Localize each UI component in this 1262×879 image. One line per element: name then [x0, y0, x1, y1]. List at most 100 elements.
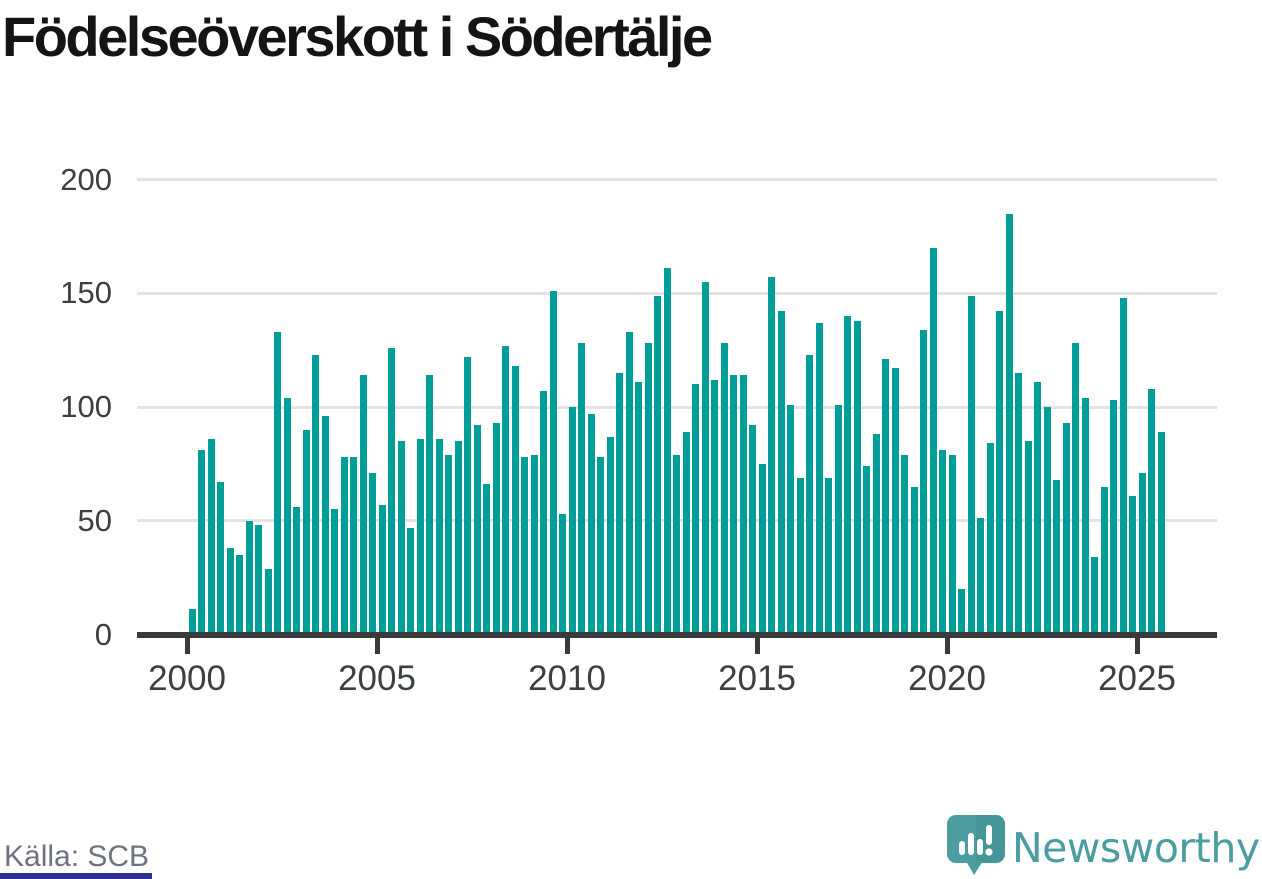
- x-axis-line: [137, 631, 1217, 638]
- bar: [939, 450, 946, 637]
- bar: [473, 425, 481, 637]
- bar: [369, 472, 376, 637]
- bar: [397, 441, 405, 637]
- bar: [255, 525, 262, 637]
- bar: [464, 356, 471, 637]
- bar: [350, 457, 357, 637]
- bar: [578, 343, 585, 637]
- bar: [597, 457, 604, 637]
- bar: [1148, 388, 1155, 637]
- bar: [331, 509, 338, 637]
- bar: [587, 413, 595, 637]
- bar: [1129, 495, 1136, 637]
- bar: [1062, 422, 1070, 637]
- bar: [207, 438, 215, 637]
- bar: [1157, 432, 1165, 637]
- x-axis-tick-label: 2020: [908, 659, 986, 698]
- bar: [312, 354, 319, 637]
- bar: [863, 466, 870, 637]
- bar: [787, 404, 794, 637]
- y-axis-tick-label: 100: [60, 389, 112, 424]
- bar: [568, 407, 576, 637]
- bar: [730, 375, 737, 637]
- x-axis-tick: [944, 637, 950, 654]
- bar: [1053, 479, 1060, 637]
- x-axis-tick: [1134, 637, 1140, 654]
- chart-title: Födelseöverskott i Södertälje: [2, 5, 713, 68]
- bar: [796, 477, 804, 637]
- newsworthy-logo: Newsworthy: [946, 814, 1262, 876]
- bar: [407, 527, 414, 637]
- bar: [635, 381, 642, 637]
- bar: [426, 375, 433, 637]
- bar: [739, 375, 747, 637]
- bar: [758, 463, 766, 637]
- bar: [511, 366, 519, 637]
- bar: [654, 295, 661, 637]
- bar: [549, 290, 557, 637]
- bar: [293, 507, 300, 637]
- bar: [540, 391, 547, 637]
- bar: [853, 320, 861, 637]
- bar: [340, 457, 348, 637]
- bar: [1119, 297, 1127, 637]
- bar: [188, 609, 196, 637]
- bar: [777, 311, 785, 637]
- x-axis-tick-label: 2000: [148, 659, 226, 698]
- bar: [834, 404, 842, 637]
- y-axis-tick-label: 200: [60, 161, 112, 197]
- bar: [236, 554, 243, 637]
- bar: [986, 443, 994, 637]
- bar: [1072, 343, 1079, 637]
- bar: [1024, 441, 1032, 637]
- bar: [825, 477, 832, 637]
- bar: [749, 425, 756, 637]
- bar: [872, 434, 880, 637]
- bar: [882, 359, 889, 637]
- bar: [901, 454, 908, 637]
- bar: [1091, 557, 1098, 637]
- bar: [682, 432, 690, 637]
- bar: [1015, 372, 1022, 637]
- bar: [416, 438, 424, 637]
- bar: [378, 504, 386, 637]
- bar: [967, 295, 975, 637]
- gridline: [137, 291, 1217, 295]
- bar: [283, 397, 291, 637]
- bar: [1100, 486, 1108, 637]
- bar: [359, 375, 367, 637]
- x-axis-tick: [184, 637, 190, 654]
- bar: [806, 354, 813, 637]
- bar: [644, 343, 652, 637]
- bar: [977, 518, 984, 637]
- bar: [920, 329, 927, 637]
- newsworthy-wordmark: Newsworthy: [1012, 824, 1260, 872]
- y-axis-tick-label: 0: [94, 616, 112, 652]
- bar: [1043, 407, 1051, 637]
- bar: [663, 268, 671, 637]
- bar: [891, 368, 899, 637]
- x-axis-tick-label: 2010: [528, 659, 606, 698]
- bar: [264, 568, 272, 637]
- bar: [996, 311, 1003, 637]
- bar: [226, 548, 234, 637]
- bar: [1005, 213, 1013, 637]
- gridline: [137, 405, 1217, 409]
- x-axis-tick: [374, 637, 380, 654]
- source-note: Källa: SCB: [4, 840, 150, 873]
- bar: [388, 347, 395, 637]
- bar: [711, 379, 718, 637]
- bar: [625, 331, 633, 637]
- footer-accent-bar: [0, 873, 152, 879]
- gridline: [137, 178, 1217, 181]
- bar: [502, 345, 509, 637]
- bar: [530, 454, 538, 637]
- x-axis-tick: [564, 637, 570, 654]
- bar: [274, 331, 281, 637]
- x-axis-tick-label: 2005: [338, 659, 416, 698]
- x-axis-tick-label: 2015: [718, 659, 796, 698]
- bar: [483, 484, 490, 637]
- y-axis-tick-label: 150: [60, 275, 112, 311]
- bar: [673, 454, 680, 637]
